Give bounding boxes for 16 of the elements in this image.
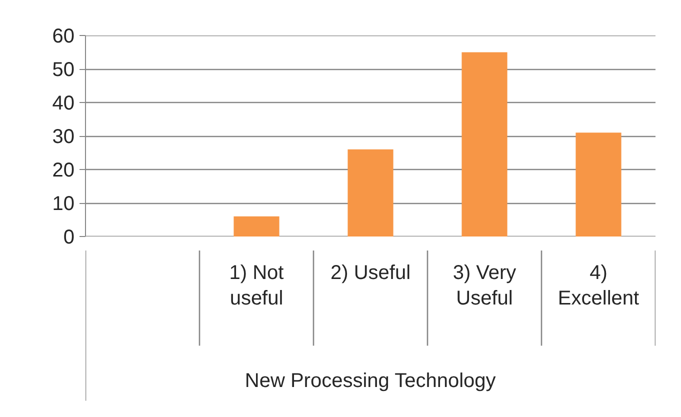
bar [462,52,508,236]
bar [348,149,394,236]
x-tick-label: 2) Useful [330,262,411,284]
bar [234,216,280,236]
x-tick-label: 1) Not useful [229,262,284,310]
x-tick-label: 3) Very Useful [452,262,516,310]
y-tick-label: 40 [52,92,75,114]
x-axis-title: New Processing Technology [244,370,496,392]
y-tick-label: 0 [63,226,74,248]
y-tick-label: 30 [52,126,75,148]
x-tick-label: 4) Excellent [558,262,640,310]
bar [576,132,622,236]
y-tick-label: 50 [52,59,75,81]
y-tick-label: 20 [52,160,75,182]
y-tick-label: 60 [52,26,75,48]
y-tick-label: 10 [52,193,75,215]
